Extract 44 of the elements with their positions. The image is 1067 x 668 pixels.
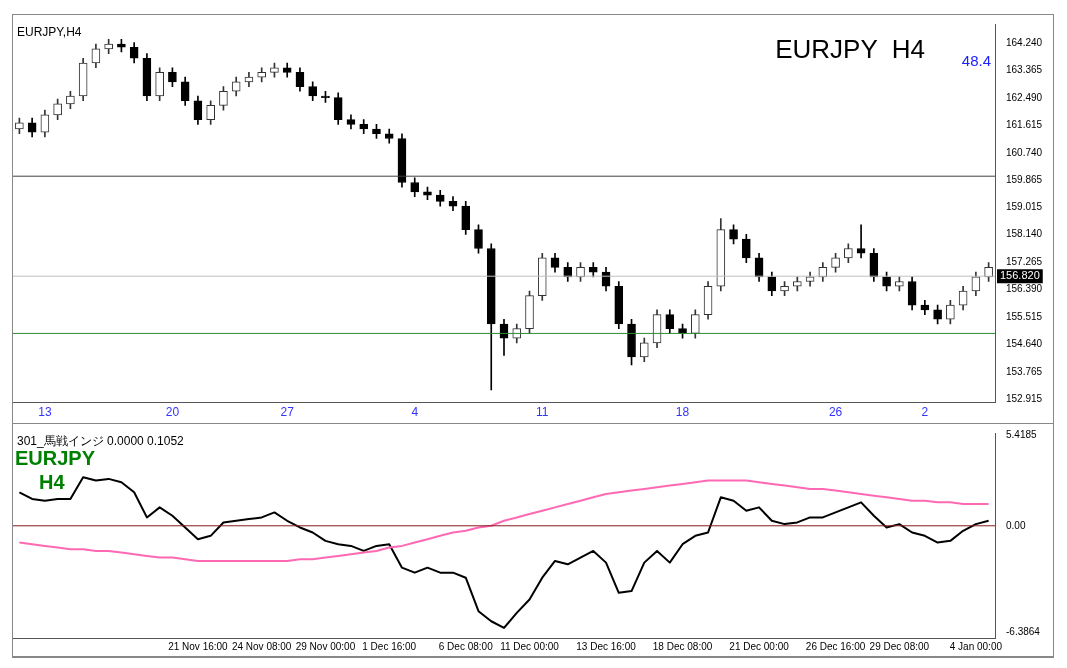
candlestick <box>856 224 866 259</box>
x-tick-label: 21 Dec 00:00 <box>729 640 790 652</box>
x-tick-label: 24 Nov 08:00 <box>231 640 292 652</box>
y-tick-label: -6.3864 <box>1006 626 1041 638</box>
x-tick-label: 4 Jan 00:00 <box>949 640 1003 652</box>
x-tick-label: 20 <box>165 405 180 420</box>
x-tick-label: 4 <box>411 405 419 420</box>
y-tick-label: 159.865 <box>1006 174 1043 186</box>
annotation: EURJPY,H4 <box>17 25 82 40</box>
annotation: 48.4 <box>961 51 991 69</box>
y-tick-label: 157.265 <box>1006 255 1043 267</box>
annotation: 301_馬戦インジ 0.0000 0.1052 <box>17 434 185 449</box>
y-tick-label: 154.640 <box>1006 338 1043 350</box>
x-tick-label: 18 Dec 08:00 <box>652 640 713 652</box>
x-tick-label: 21 Nov 16:00 <box>168 640 229 652</box>
text: H4 <box>39 470 66 493</box>
y-tick-label: 0.00 <box>1006 519 1026 531</box>
y-tick-label: 152.915 <box>1006 392 1043 404</box>
x-tick-label: 26 <box>828 405 843 420</box>
x-tick-label: 18 <box>675 405 690 420</box>
y-tick-label: 163.365 <box>1006 64 1043 76</box>
y-tick-label: 164.240 <box>1006 36 1043 48</box>
x-tick-label: 29 Nov 00:00 <box>295 640 356 652</box>
x-tick-label: 27 <box>280 405 295 420</box>
y-tick-label: 156.390 <box>1006 283 1043 295</box>
x-tick-label: 2 <box>921 405 929 420</box>
y-tick-label: 158.140 <box>1006 228 1043 240</box>
y-tick-label: 162.490 <box>1006 91 1043 103</box>
x-tick-label: 29 Dec 08:00 <box>869 640 930 652</box>
y-tick-label: 161.615 <box>1006 119 1043 131</box>
x-tick-label: 1 Dec 16:00 <box>362 640 417 652</box>
x-tick-label: 11 <box>536 405 549 420</box>
y-tick-label: 155.515 <box>1006 310 1043 322</box>
y-tick-label: 159.015 <box>1006 200 1043 212</box>
x-tick-label: 26 Dec 16:00 <box>805 640 866 652</box>
x-tick-label: 6 Dec 08:00 <box>438 640 494 652</box>
ref-line-label: 156.820 <box>1000 269 1040 282</box>
chart-title: EURJPY H4 <box>775 34 925 65</box>
y-tick-label: 5.4185 <box>1006 428 1038 440</box>
y-tick-label: 160.740 <box>1006 146 1043 158</box>
x-tick-label: 13 <box>38 405 52 420</box>
y-tick-label: 153.765 <box>1006 366 1043 378</box>
x-tick-label: 11 Dec 00:00 <box>500 640 560 652</box>
x-tick-label: 13 Dec 16:00 <box>576 640 637 652</box>
